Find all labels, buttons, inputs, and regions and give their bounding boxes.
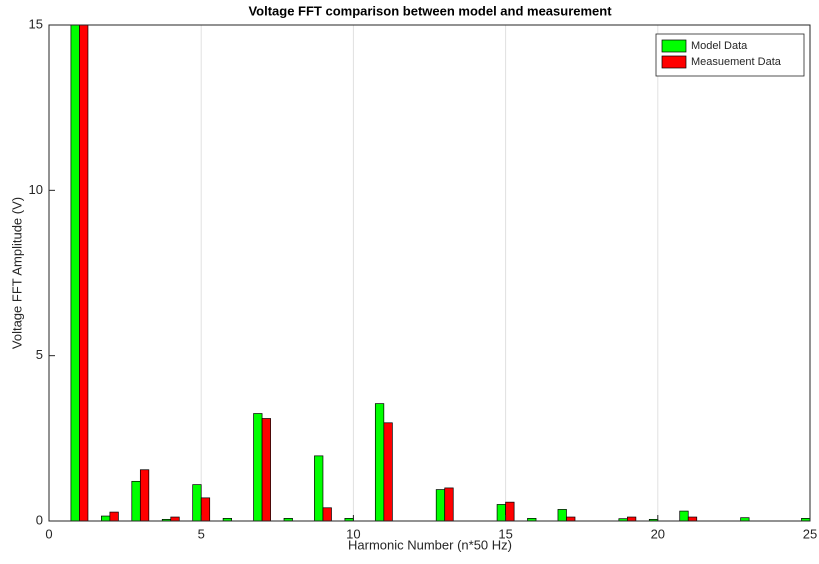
x-tick-label: 15 bbox=[498, 526, 512, 541]
legend-swatch bbox=[661, 55, 687, 69]
bar bbox=[687, 516, 698, 521]
bar bbox=[566, 516, 576, 521]
bar bbox=[131, 480, 141, 521]
x-tick-label: 25 bbox=[803, 526, 817, 541]
x-tick-label: 20 bbox=[651, 526, 665, 541]
bar bbox=[505, 501, 515, 521]
x-tick-label: 5 bbox=[198, 526, 205, 541]
bar bbox=[101, 515, 111, 521]
plot-area bbox=[49, 25, 810, 521]
y-tick-label: 5 bbox=[36, 347, 43, 362]
bar bbox=[283, 518, 293, 521]
bar bbox=[222, 518, 232, 521]
legend-label: Measuement Data bbox=[691, 56, 782, 68]
bar bbox=[322, 507, 332, 521]
bar bbox=[70, 25, 80, 521]
bar bbox=[557, 509, 567, 521]
axes-box bbox=[48, 24, 811, 522]
bar bbox=[253, 413, 263, 521]
y-axis-label: Voltage FFT Amplitude (V) bbox=[9, 197, 24, 349]
bar bbox=[261, 418, 271, 521]
bar bbox=[679, 510, 689, 521]
x-tick-label: 10 bbox=[346, 526, 360, 541]
bar bbox=[435, 489, 446, 521]
y-tick-label: 15 bbox=[29, 16, 43, 31]
bar bbox=[192, 484, 202, 521]
bar bbox=[801, 518, 810, 521]
bar bbox=[314, 455, 324, 521]
bar bbox=[170, 516, 180, 521]
bar bbox=[527, 518, 537, 521]
x-axis-label: Harmonic Number (n*50 Hz) bbox=[348, 537, 512, 552]
bar bbox=[383, 422, 393, 521]
bar bbox=[200, 497, 211, 521]
bar bbox=[374, 403, 385, 521]
bar bbox=[109, 511, 119, 521]
bar bbox=[139, 469, 150, 521]
y-tick-label: 10 bbox=[29, 182, 43, 197]
y-tick-label: 0 bbox=[36, 512, 43, 527]
bar bbox=[496, 504, 506, 521]
x-tick-label: 0 bbox=[45, 526, 52, 541]
legend-label: Model Data bbox=[691, 40, 748, 52]
bar bbox=[740, 517, 750, 521]
bar bbox=[79, 25, 89, 521]
bar bbox=[627, 516, 637, 521]
bar bbox=[444, 487, 454, 521]
legend-swatch bbox=[661, 39, 687, 53]
chart-title: Voltage FFT comparison between model and… bbox=[248, 3, 612, 18]
